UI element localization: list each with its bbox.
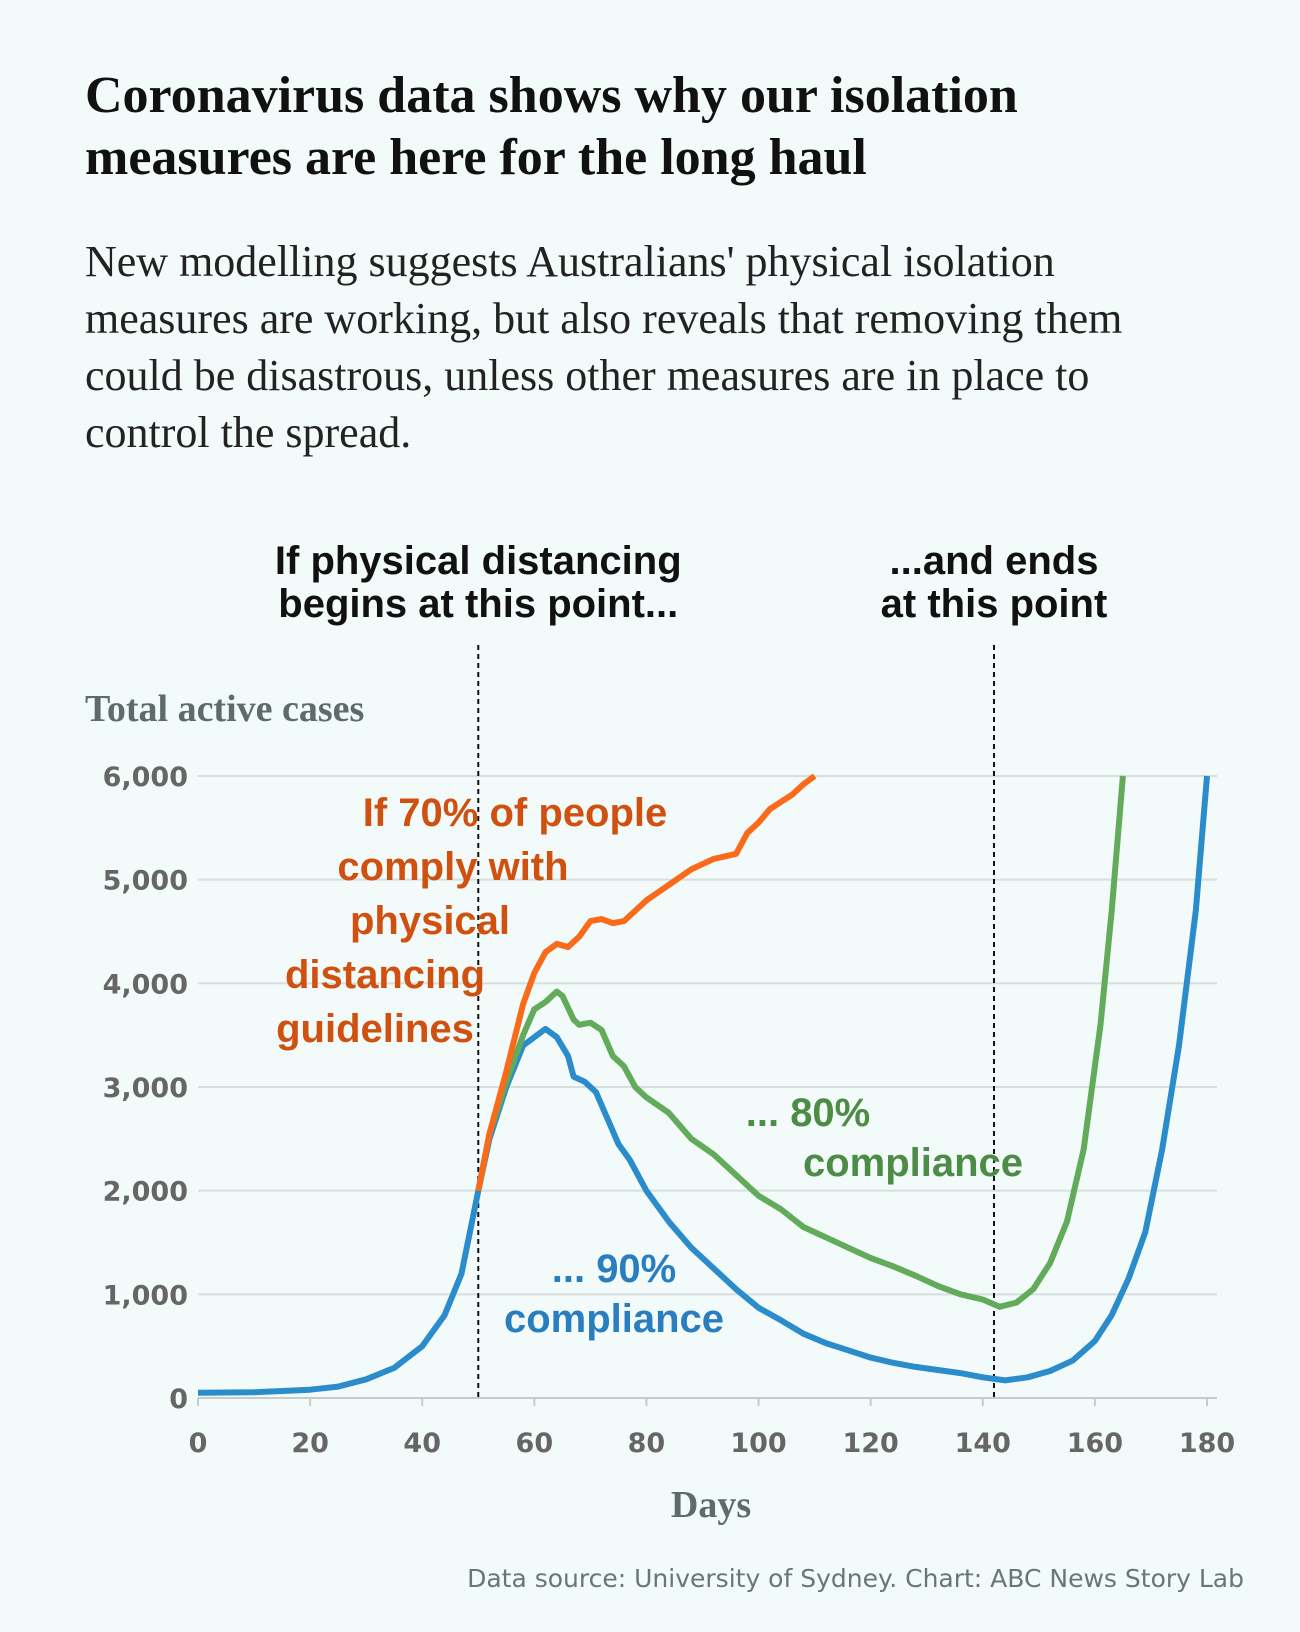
chart-title-line: Coronavirus data shows why our isolation (85, 67, 1018, 124)
x-tick-label: 180 (1179, 1428, 1235, 1459)
y-tick-label: 0 (169, 1384, 188, 1415)
series-label: distancing (285, 953, 485, 997)
subtitle: New modelling suggests Australians' phys… (85, 237, 1122, 457)
series-label: compliance (803, 1141, 1023, 1185)
x-tick-label: 60 (516, 1428, 554, 1459)
series-label: compliance (504, 1297, 724, 1341)
series-label: ... 80% (746, 1091, 871, 1135)
x-tick-label: 20 (291, 1428, 329, 1459)
series-label: ... 90% (552, 1247, 677, 1291)
y-tick-label: 3,000 (103, 1073, 188, 1104)
x-axis-title: Days (671, 1484, 751, 1526)
x-tick-label: 140 (955, 1428, 1011, 1459)
x-tick-label: 40 (403, 1428, 441, 1459)
y-tick-label: 4,000 (103, 969, 188, 1000)
series-line (197, 775, 1210, 1396)
subtitle-line: measures are working, but also reveals t… (85, 294, 1122, 343)
series-label: physical (350, 899, 510, 943)
series-label: guidelines (276, 1007, 474, 1051)
subtitle-line: control the spread. (85, 408, 411, 457)
x-tick-label: 80 (628, 1428, 666, 1459)
annotation-text: at this point (881, 582, 1108, 626)
x-tick-label: 120 (842, 1428, 898, 1459)
y-tick-label: 1,000 (103, 1280, 188, 1311)
subtitle-line: could be disastrous, unless other measur… (85, 351, 1089, 400)
chart-title-line: measures are here for the long haul (85, 129, 867, 186)
subtitle-line: New modelling suggests Australians' phys… (85, 237, 1055, 286)
x-tick-label: 0 (189, 1428, 208, 1459)
x-tick-label: 160 (1067, 1428, 1123, 1459)
y-tick-label: 2,000 (103, 1177, 188, 1208)
y-tick-label: 6,000 (103, 762, 188, 793)
series-line (475, 775, 1126, 1310)
annotation-text: If physical distancing (275, 539, 682, 583)
x-tick-label: 100 (730, 1428, 786, 1459)
y-tick-label: 5,000 (103, 866, 188, 897)
series-line (475, 773, 817, 1192)
annotation-text: begins at this point... (278, 582, 678, 626)
annotation-text: ...and ends (890, 539, 1099, 583)
source: Data source: University of Sydney. Chart… (467, 1564, 1244, 1593)
y-axis-title: Total active cases (85, 688, 364, 730)
series-label: If 70% of people (363, 791, 668, 835)
series-label: comply with (337, 845, 568, 889)
chart-title: Coronavirus data shows why our isolation… (85, 67, 1018, 186)
